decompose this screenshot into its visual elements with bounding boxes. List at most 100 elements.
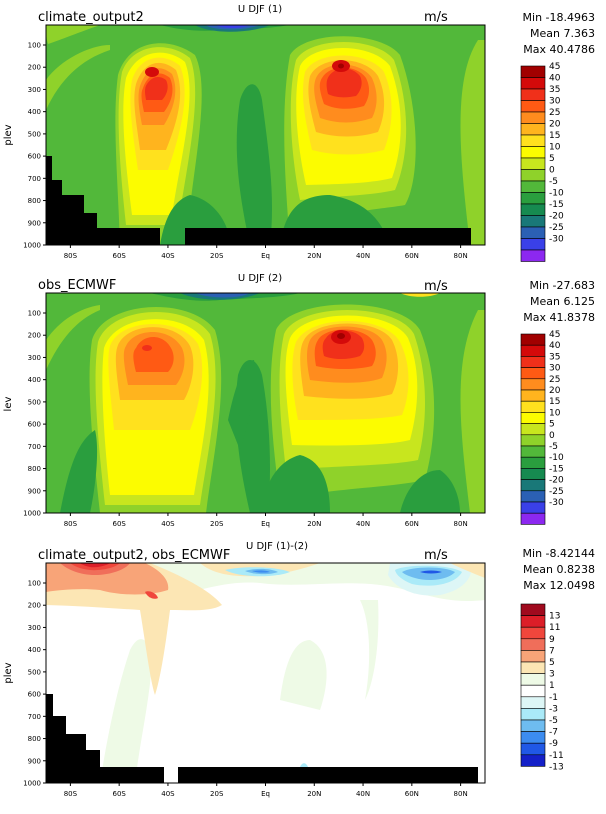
y-tick-label: 400 — [28, 108, 41, 116]
units-label-2: m/s — [424, 279, 448, 294]
colorbar-label: -20 — [549, 212, 564, 222]
colorbar-label: -30 — [549, 498, 564, 508]
colorbar-swatch — [520, 626, 546, 640]
x-tick-label: 20S — [210, 252, 224, 260]
x-tick-label: Eq — [261, 790, 270, 798]
colorbar-label: 13 — [549, 612, 560, 622]
axis-ticks-1: 80S 60S 40S 20S Eq 20N 40N 60N 80N 100 200 300 400 50… — [23, 42, 468, 261]
stat-mean-3: Mean 0.8238 — [523, 563, 595, 576]
colorbar-label: 5 — [549, 420, 555, 430]
colorbar-label: -15 — [549, 200, 564, 210]
colorbar-label: -20 — [549, 476, 564, 486]
colorbar-swatch — [520, 249, 546, 262]
x-tick-label: 20N — [307, 252, 321, 260]
colorbar-label: -10 — [549, 189, 564, 199]
colorbar-label: -3 — [549, 704, 558, 714]
x-tick-label: 80S — [64, 790, 78, 798]
colorbar-swatch — [520, 456, 546, 469]
units-label-1: m/s — [424, 10, 448, 25]
colorbar-swatch — [520, 650, 546, 663]
colorbar-label: -15 — [549, 464, 564, 474]
stat-max-1: Max 40.4786 — [523, 43, 595, 56]
x-tick-label: 60S — [112, 252, 126, 260]
colorbar-label: -5 — [549, 716, 558, 726]
x-tick-label: 40N — [356, 790, 370, 798]
colorbar-swatch — [520, 238, 546, 251]
colorbar-swatch — [520, 684, 546, 698]
y-tick-label: 1000 — [23, 242, 41, 250]
colorbar-swatch — [520, 333, 546, 346]
x-tick-label: Eq — [261, 252, 270, 260]
panel-1: climate_output2 U DJF (1) m/s Min -18.49… — [3, 4, 595, 262]
colorbar-swatch — [520, 708, 546, 721]
colorbar-label: -10 — [549, 453, 564, 463]
y-tick-label: 300 — [28, 354, 41, 362]
colorbar-label: 40 — [549, 74, 561, 84]
stat-min-2: Min -27.683 — [530, 279, 595, 292]
colorbar-label: -7 — [549, 728, 558, 738]
axis-ticks-3: 80S 60S 40S 20S Eq 20N 40N 60N 80N 100 200 300 400 50… — [23, 580, 468, 799]
y-tick-label: 400 — [28, 646, 41, 654]
y-tick-label: 600 — [28, 153, 41, 161]
colorbar-swatch — [520, 389, 546, 402]
colorbar-swatch — [520, 615, 546, 628]
y-tick-label: 900 — [28, 757, 41, 765]
y-tick-label: 200 — [28, 602, 41, 610]
stat-max-3: Max 12.0498 — [523, 579, 595, 592]
x-tick-label: 60S — [112, 790, 126, 798]
colorbar-label: 35 — [549, 85, 560, 95]
colorbar-label: 20 — [549, 386, 561, 396]
colorbar-swatch — [520, 603, 546, 616]
colorbar-swatch — [520, 696, 546, 709]
colorbar-label: 10 — [549, 143, 561, 153]
colorbar-swatch — [520, 123, 546, 136]
x-tick-label: 80N — [454, 790, 468, 798]
colorbar-swatch — [520, 157, 546, 170]
x-tick-label: 80N — [454, 520, 468, 528]
colorbar-label: 0 — [549, 431, 555, 441]
colorbar-swatch — [520, 367, 546, 380]
y-axis-label-2: lev — [3, 396, 14, 411]
x-tick-label: 40N — [356, 520, 370, 528]
colorbar-label: 25 — [549, 108, 560, 118]
colorbar-swatch — [520, 65, 546, 78]
y-tick-label: 500 — [28, 130, 41, 138]
colorbar-swatch — [520, 134, 546, 147]
panel-title-center-1: U DJF (1) — [238, 4, 282, 15]
y-tick-label: 100 — [28, 580, 41, 588]
colorbar-swatch — [520, 146, 546, 159]
contour-field-1 — [46, 25, 485, 245]
colorbar-swatch — [520, 356, 546, 368]
y-axis-label-3: plev — [3, 662, 14, 683]
y-tick-label: 600 — [28, 421, 41, 429]
colorbar-label: 11 — [549, 623, 560, 633]
colorbar-swatch — [520, 661, 546, 674]
colorbar-label: 9 — [549, 635, 555, 645]
colorbar-swatch — [520, 719, 546, 732]
stat-mean-1: Mean 7.363 — [530, 27, 595, 40]
colorbar-label: 30 — [549, 364, 561, 374]
colorbar-label: 15 — [549, 131, 560, 141]
x-tick-label: 60N — [405, 790, 419, 798]
y-tick-label: 800 — [28, 197, 41, 205]
contour-field-2 — [46, 293, 485, 513]
colorbar-label: 7 — [549, 646, 555, 656]
contour-field-3 — [46, 563, 485, 783]
colorbar-label: 5 — [549, 154, 555, 164]
colorbar-swatch — [520, 100, 546, 113]
y-tick-label: 200 — [28, 332, 41, 340]
stat-min-1: Min -18.4963 — [523, 11, 595, 24]
panel-title-center-2: U DJF (2) — [238, 273, 282, 284]
colorbar-swatch — [520, 226, 546, 239]
y-tick-label: 500 — [28, 398, 41, 406]
colorbar-label: 1 — [549, 681, 555, 691]
colorbar-label: 40 — [549, 341, 561, 351]
colorbar-swatch — [520, 512, 546, 525]
y-tick-label: 1000 — [23, 780, 41, 788]
y-axis-label-1: plev — [3, 124, 14, 145]
panel-title-center-3: U DJF (1)-(2) — [246, 541, 308, 552]
panel-3: climate_output2, obs_ECMWF U DJF (1)-(2)… — [3, 541, 595, 798]
colorbar-swatch — [520, 203, 546, 216]
